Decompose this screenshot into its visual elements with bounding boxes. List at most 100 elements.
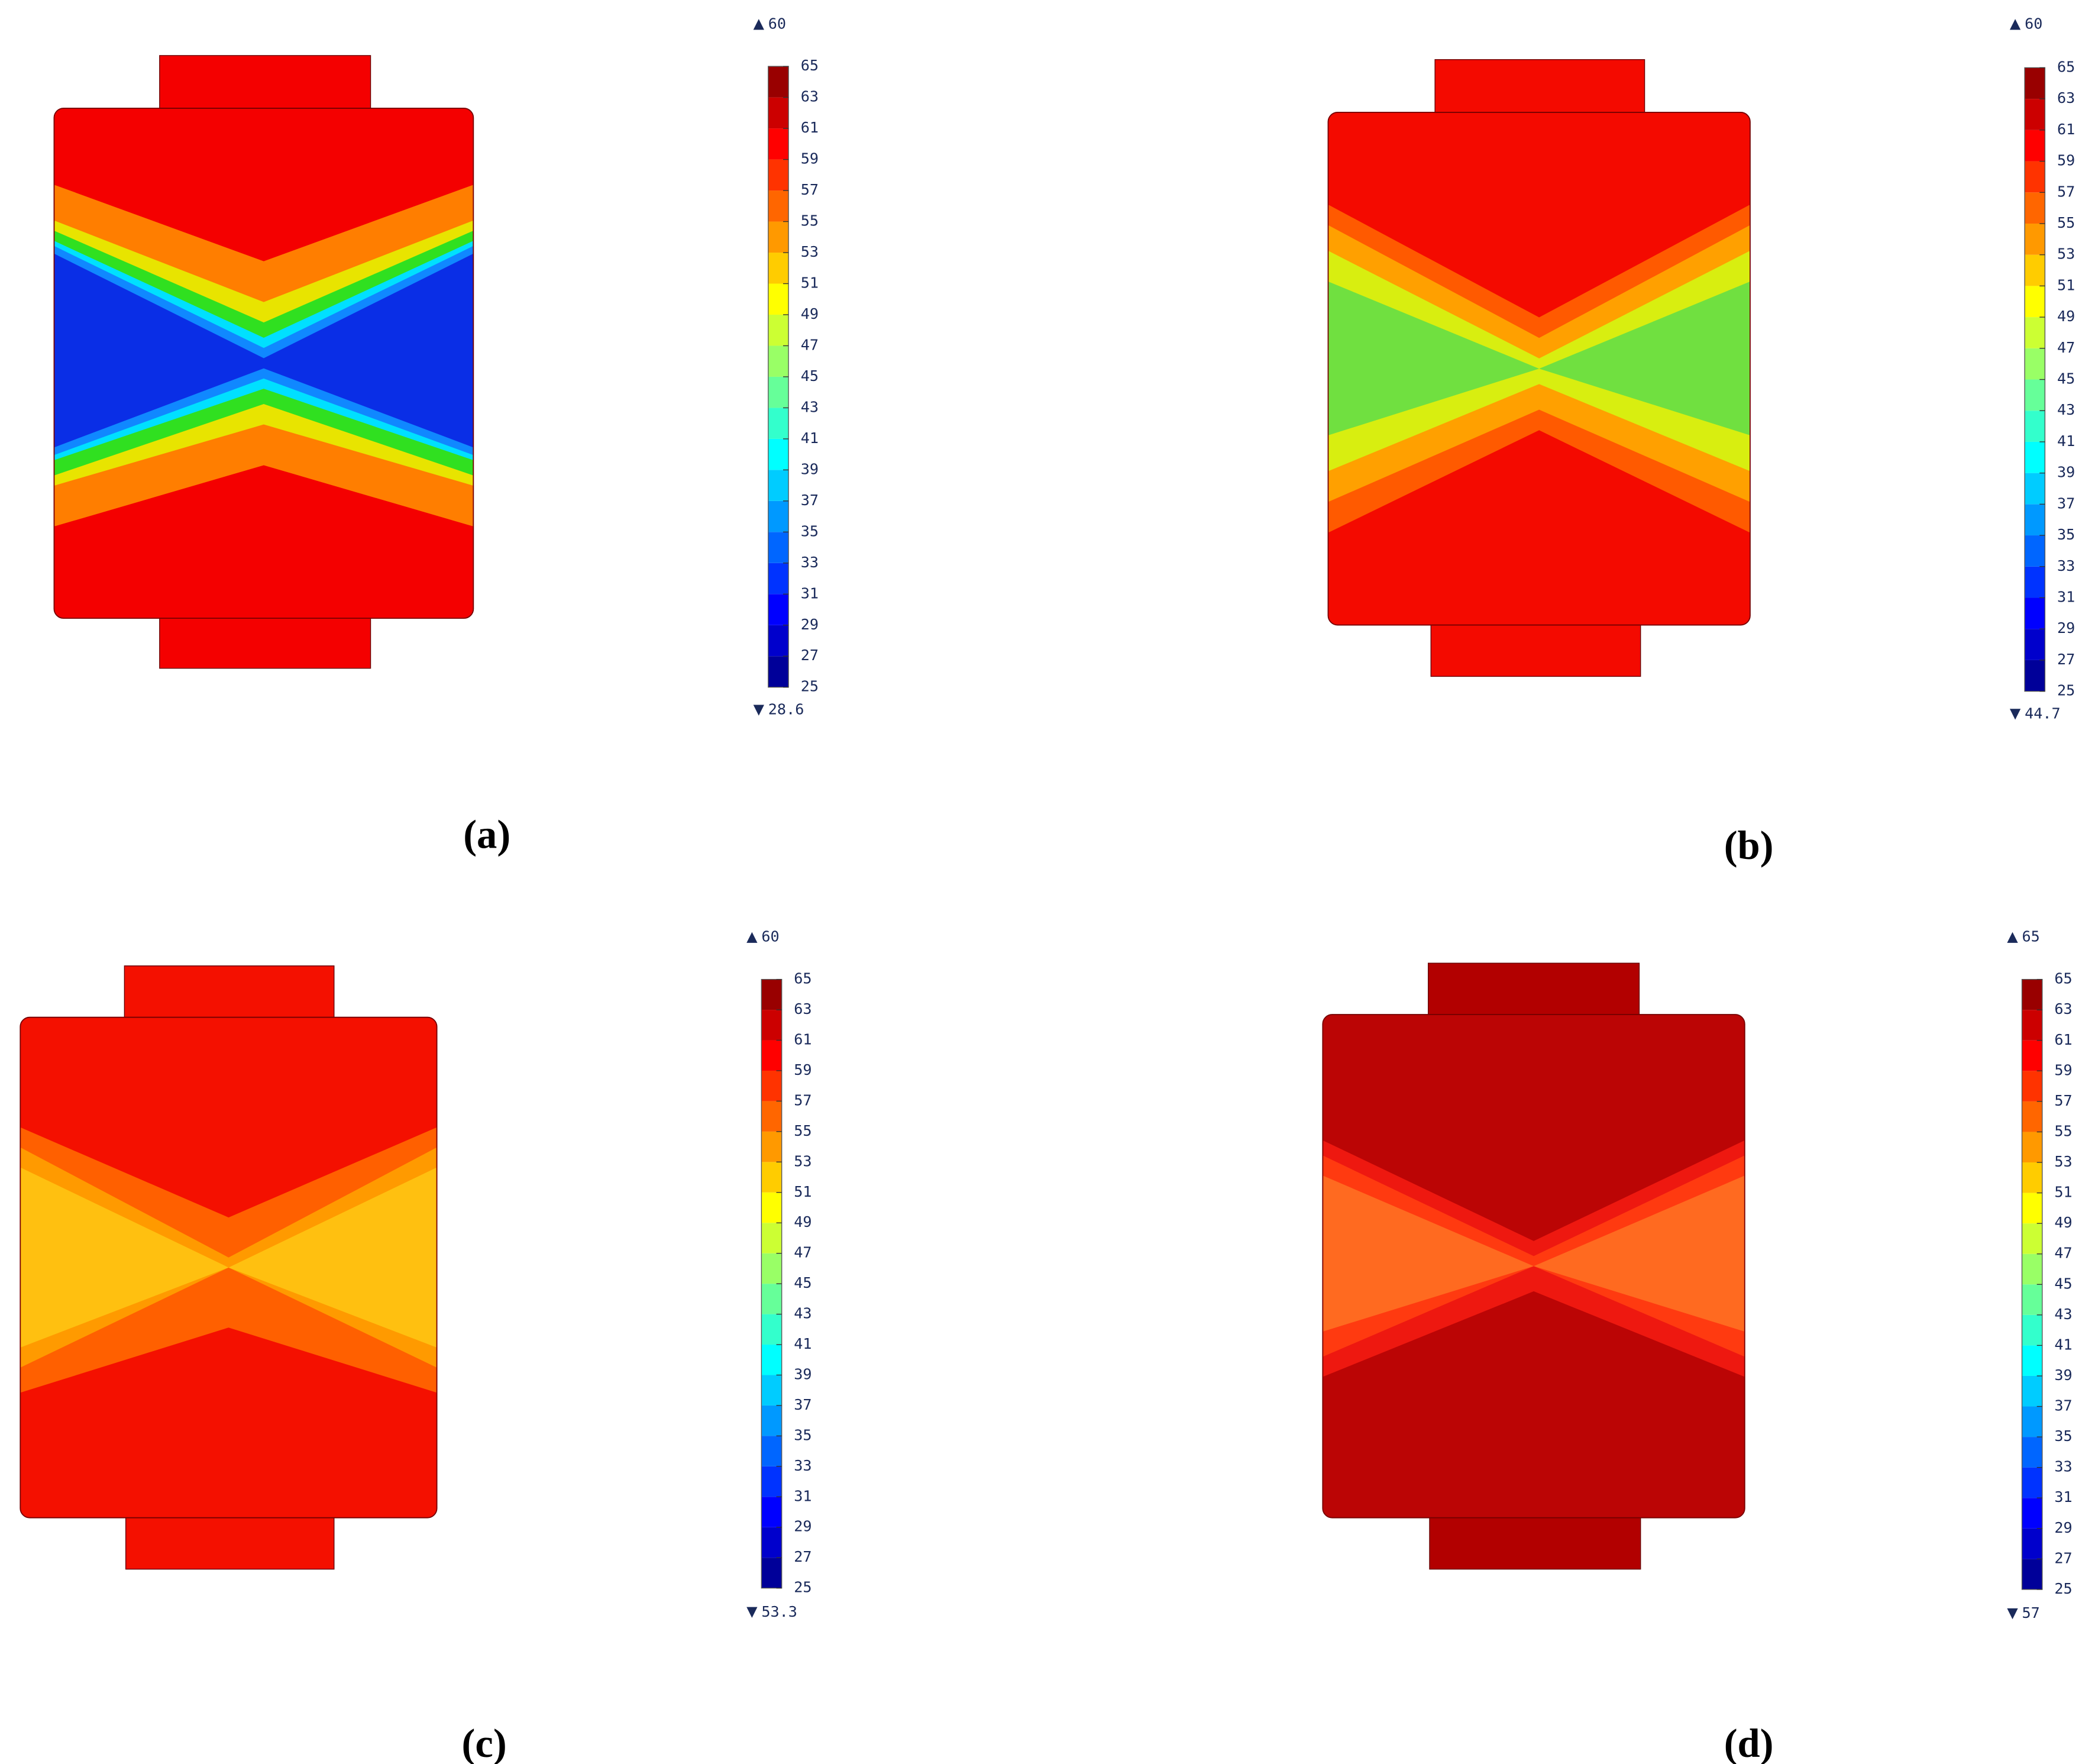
colorbar-tick-label: 25: [794, 1579, 812, 1596]
colorbar-band: [2025, 254, 2045, 286]
colorbar-band: [761, 1314, 782, 1345]
field: [20, 1017, 437, 1518]
body-outline: [20, 1016, 438, 1519]
tab: [1428, 962, 1640, 1015]
colorbar-band: [761, 1558, 782, 1588]
colorbar-tick-label: 53: [2054, 1153, 2072, 1170]
colorbar-tick-label: 37: [794, 1396, 812, 1413]
colorbar-band: [768, 438, 789, 470]
body-outline: [1322, 1014, 1745, 1519]
max-label: 60: [761, 928, 779, 945]
colorbar-band: [2022, 1193, 2042, 1224]
colorbar-tick-label: 27: [801, 647, 819, 664]
colorbar-tick-label: 47: [2054, 1245, 2072, 1262]
colorbar-tick-label: 31: [2054, 1488, 2072, 1505]
colorbar-tick-label: 49: [801, 305, 819, 322]
colorbar-tick-label: 49: [2054, 1214, 2072, 1231]
colorbar-tick-label: 25: [2054, 1580, 2072, 1597]
colorbar-tick-label: 47: [794, 1244, 812, 1261]
colorbar-band: [2025, 597, 2045, 629]
contour-region: [20, 1167, 437, 1348]
colorbar-tick-label: 45: [801, 367, 819, 385]
colorbar-band: [768, 625, 789, 657]
max-marker: [2009, 19, 2021, 30]
colorbar-band: [2022, 1223, 2042, 1254]
colorbar-tick-label: 27: [2054, 1549, 2072, 1566]
min-label: 53.3: [761, 1603, 797, 1620]
colorbar-band: [768, 128, 789, 160]
colorbar-band: [2025, 566, 2045, 598]
colorbar-tick-label: 61: [2054, 1031, 2072, 1048]
colorbar-tick-label: 33: [2057, 557, 2075, 574]
colorbar-tick-label: 31: [794, 1487, 812, 1504]
colorbar-tick-label: 51: [794, 1183, 812, 1200]
colorbar-band: [761, 1101, 782, 1132]
colorbar-tick-label: 29: [2054, 1519, 2072, 1536]
colorbar-tick-label: 27: [2057, 651, 2075, 668]
colorbar-tick-label: 61: [2057, 121, 2075, 138]
colorbar-tick-label: 41: [801, 429, 819, 447]
colorbar-band: [2022, 1437, 2042, 1468]
colorbar-band: [2025, 629, 2045, 660]
contour-region: [20, 1147, 437, 1368]
colorbar-band: [761, 1527, 782, 1558]
colorbar-tick-label: 35: [2057, 526, 2075, 543]
colorbar-band: [2025, 348, 2045, 380]
colorbar-band: [2022, 1498, 2042, 1529]
min-marker: [2009, 709, 2021, 720]
contour-region: [1328, 250, 1750, 471]
colorbar-band: [2022, 979, 2042, 1010]
colorbar-band: [2025, 130, 2045, 161]
colorbar-band: [2022, 1253, 2042, 1285]
colorbar-band: [2022, 1528, 2042, 1559]
colorbar-tick-label: 63: [801, 88, 819, 105]
colorbar-band: [2022, 1345, 2042, 1376]
colorbar-band: [2022, 1406, 2042, 1437]
body-outline: [1327, 111, 1751, 626]
colorbar-tick-label: 65: [801, 57, 819, 74]
colorbar-band: [768, 594, 789, 625]
colorbar-band: [761, 1192, 782, 1223]
panel-label: (d): [1724, 1721, 1774, 1764]
tab: [125, 1517, 335, 1570]
colorbar-tick-label: 39: [801, 460, 819, 477]
tab: [1430, 624, 1641, 677]
colorbar-band: [2022, 1375, 2042, 1407]
colorbar-tick-label: 63: [794, 1000, 812, 1017]
colorbar-tick-label: 37: [2057, 495, 2075, 512]
colorbar-band: [761, 1253, 782, 1284]
colorbar-band: [2025, 411, 2045, 442]
colorbar-band: [768, 190, 789, 222]
colorbar-tick-label: 35: [794, 1426, 812, 1443]
colorbar-tick-label: 51: [801, 274, 819, 292]
colorbar-tick-label: 61: [801, 119, 819, 136]
colorbar-band: [2022, 1071, 2042, 1101]
colorbar-band: [2022, 1132, 2042, 1163]
colorbar-tick-label: 53: [794, 1152, 812, 1169]
colorbar-tick-label: 55: [2057, 214, 2075, 231]
colorbar-tick-label: 63: [2054, 1000, 2072, 1017]
tab: [124, 965, 335, 1018]
field: [1323, 1015, 1745, 1518]
max-marker: [753, 19, 764, 30]
colorbar-band: [761, 1375, 782, 1406]
colorbar-band: [768, 221, 789, 253]
colorbar-band: [761, 979, 782, 1010]
colorbar-tick-label: 33: [801, 554, 819, 571]
tab: [1429, 1517, 1641, 1570]
colorbar-tick-label: 53: [801, 243, 819, 260]
panel-label: (c): [462, 1721, 507, 1764]
colorbar-tick-label: 35: [801, 522, 819, 539]
colorbar-band: [2025, 504, 2045, 536]
colorbar-tick-label: 25: [2057, 682, 2075, 699]
colorbar-band: [761, 1070, 782, 1101]
colorbar-band: [768, 500, 789, 532]
panel-label: (a): [463, 812, 510, 857]
colorbar-band: [768, 253, 789, 284]
colorbar-tick-label: 41: [2054, 1336, 2072, 1353]
colorbar-band: [2025, 223, 2045, 255]
colorbar-band: [768, 345, 789, 377]
colorbar-band: [2025, 441, 2045, 473]
colorbar-tick-label: 61: [794, 1031, 812, 1048]
